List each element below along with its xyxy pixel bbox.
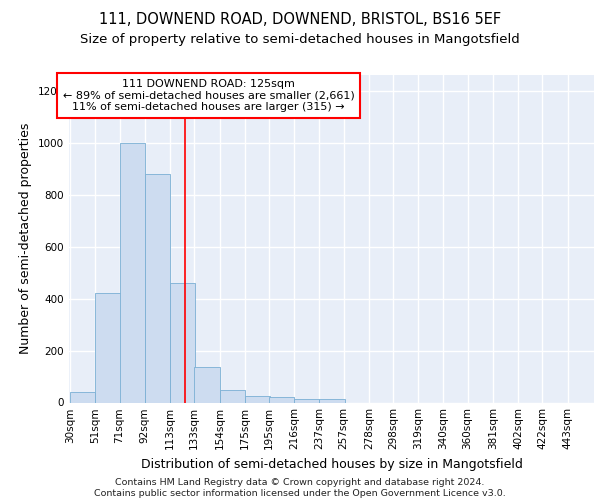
Bar	[170, 283, 196, 403]
Bar	[220, 390, 245, 402]
Text: Size of property relative to semi-detached houses in Mangotsfield: Size of property relative to semi-detach…	[80, 32, 520, 46]
Bar	[95, 294, 121, 403]
Bar	[319, 400, 345, 402]
Bar	[245, 396, 270, 402]
Text: Contains HM Land Registry data © Crown copyright and database right 2024.
Contai: Contains HM Land Registry data © Crown c…	[94, 478, 506, 498]
Bar	[70, 392, 95, 402]
Text: 111 DOWNEND ROAD: 125sqm
← 89% of semi-detached houses are smaller (2,661)
11% o: 111 DOWNEND ROAD: 125sqm ← 89% of semi-d…	[63, 79, 355, 112]
Bar	[145, 174, 170, 402]
Text: 111, DOWNEND ROAD, DOWNEND, BRISTOL, BS16 5EF: 111, DOWNEND ROAD, DOWNEND, BRISTOL, BS1…	[99, 12, 501, 28]
Bar	[294, 400, 319, 402]
X-axis label: Distribution of semi-detached houses by size in Mangotsfield: Distribution of semi-detached houses by …	[140, 458, 523, 471]
Bar	[194, 368, 220, 402]
Bar	[119, 142, 145, 402]
Bar	[269, 398, 294, 402]
Y-axis label: Number of semi-detached properties: Number of semi-detached properties	[19, 123, 32, 354]
